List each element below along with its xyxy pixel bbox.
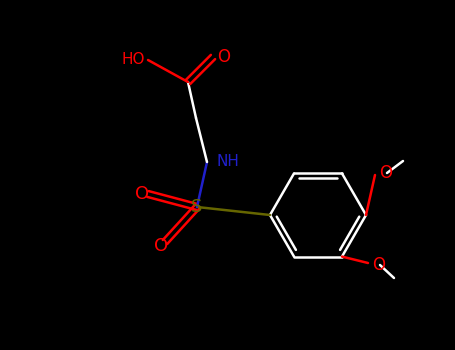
- Text: O: O: [372, 256, 385, 274]
- Text: O: O: [379, 164, 392, 182]
- Text: O: O: [135, 185, 149, 203]
- Text: NH: NH: [217, 154, 240, 169]
- Text: O: O: [217, 48, 230, 66]
- Text: S: S: [191, 198, 202, 216]
- Text: HO: HO: [121, 52, 145, 68]
- Text: O: O: [154, 237, 168, 255]
